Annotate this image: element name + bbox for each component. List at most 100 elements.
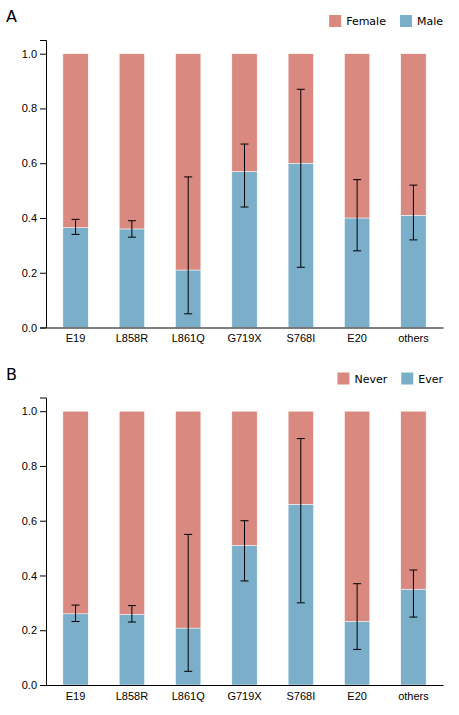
tick: 0.6 — [22, 157, 46, 169]
tick: E20 — [347, 690, 367, 702]
panel: 0.0 0.2 0.4 0.6 0.8 1.0 E19 L858R L861Q G719X S768… — [6, 7, 444, 344]
error-bar-cap — [353, 179, 361, 180]
tick: 1.0 — [22, 48, 46, 60]
tick-label: L858R — [116, 332, 148, 344]
error-bar — [241, 144, 249, 207]
bar-series — [63, 504, 426, 685]
legend: NeverEver — [337, 373, 443, 386]
error-bar-cap — [297, 89, 305, 90]
error-bar-stem — [244, 521, 245, 581]
error-bar-stem — [131, 221, 132, 237]
legend-label: Male — [417, 15, 443, 28]
error-bar-cap — [128, 622, 136, 623]
chart-canvas: 0.0 0.2 0.4 0.6 0.8 1.0 E19 L858R L861Q G719X S768… — [0, 0, 459, 715]
tick-label: others — [398, 332, 429, 344]
tick: others — [398, 690, 429, 702]
tick-mark — [40, 273, 46, 274]
tick: E19 — [66, 332, 86, 344]
tick: E19 — [66, 690, 86, 702]
error-bar-cap — [297, 602, 305, 603]
error-bar — [184, 177, 192, 314]
tick: 0.8 — [22, 102, 46, 114]
tick: 0.2 — [22, 267, 46, 279]
error-bar-stem — [357, 584, 358, 650]
tick-mark — [40, 218, 46, 219]
y-axis: 0.0 0.2 0.4 0.6 0.8 1.0 — [22, 41, 47, 334]
tick-label: L861Q — [172, 332, 205, 344]
tick: L861Q — [172, 690, 205, 702]
tick-label: 0.4 — [22, 212, 37, 224]
error-bar-cap — [409, 239, 417, 240]
error-bar-cap — [184, 671, 192, 672]
error-bar-cap — [128, 220, 136, 221]
tick: G719X — [227, 690, 262, 702]
tick-label: E20 — [347, 332, 367, 344]
tick: 0.2 — [22, 624, 46, 636]
tick-label: 0.0 — [22, 679, 37, 691]
axis-line — [40, 398, 47, 686]
tick-label: G719X — [227, 690, 262, 702]
tick-mark — [40, 108, 46, 109]
error-bar-cap — [297, 438, 305, 439]
plot-area — [63, 54, 426, 328]
error-bar-stem — [75, 219, 76, 234]
error-bar-cap — [241, 580, 249, 581]
axis-line — [40, 41, 47, 329]
tick-mark — [40, 411, 46, 412]
tick-label: G719X — [227, 332, 262, 344]
legend-swatch — [329, 15, 341, 27]
tick: S768I — [286, 332, 315, 344]
tick: 0.0 — [22, 322, 46, 334]
error-bar — [297, 89, 305, 267]
bar — [401, 411, 426, 589]
error-bar-cap — [353, 583, 361, 584]
x-axis: E19 L858R L861Q G719X S768I E20 others — [47, 686, 444, 702]
tick-label: E20 — [347, 690, 367, 702]
tick-label: L858R — [116, 690, 148, 702]
tick-mark — [40, 630, 46, 631]
error-bar-cap — [409, 570, 417, 571]
tick-label: others — [398, 690, 429, 702]
error-bar-stem — [413, 570, 414, 617]
error-bar — [241, 521, 249, 581]
tick-label: E19 — [66, 332, 86, 344]
tick: 0.4 — [22, 212, 46, 224]
error-bar-stem — [188, 534, 189, 671]
error-bar-stem — [413, 185, 414, 240]
bar — [119, 614, 144, 685]
tick-mark — [40, 685, 46, 686]
axis-line — [47, 328, 444, 329]
error-bars — [72, 439, 418, 672]
error-bar-stem — [244, 144, 245, 207]
legend-item: Female — [329, 15, 386, 28]
legend-swatch — [337, 373, 349, 385]
error-bar-stem — [75, 605, 76, 621]
error-bar — [353, 180, 361, 251]
error-bar-cap — [409, 185, 417, 186]
error-bar-cap — [409, 617, 417, 618]
tick-mark — [40, 328, 46, 329]
error-bar-stem — [188, 177, 189, 314]
bar — [63, 614, 88, 685]
tick-label: S768I — [286, 690, 315, 702]
error-bar-stem — [357, 180, 358, 251]
error-bar — [409, 185, 417, 240]
tick-mark — [40, 54, 46, 55]
error-bar-cap — [184, 534, 192, 535]
tick: G719X — [227, 332, 262, 344]
tick-label: 0.0 — [22, 322, 37, 334]
tick: 0.0 — [22, 679, 46, 691]
legend-swatch — [401, 373, 413, 385]
legend-label: Ever — [418, 373, 443, 386]
bar — [63, 54, 88, 228]
legend-label: Female — [346, 15, 386, 28]
error-bar-cap — [353, 649, 361, 650]
tick-label: 0.8 — [22, 460, 37, 472]
error-bar-cap — [241, 144, 249, 145]
error-bar-cap — [241, 207, 249, 208]
error-bar-cap — [72, 621, 80, 622]
tick: L858R — [116, 332, 148, 344]
tick: L861Q — [172, 332, 205, 344]
legend-swatch — [400, 15, 412, 27]
error-bar — [409, 570, 417, 617]
